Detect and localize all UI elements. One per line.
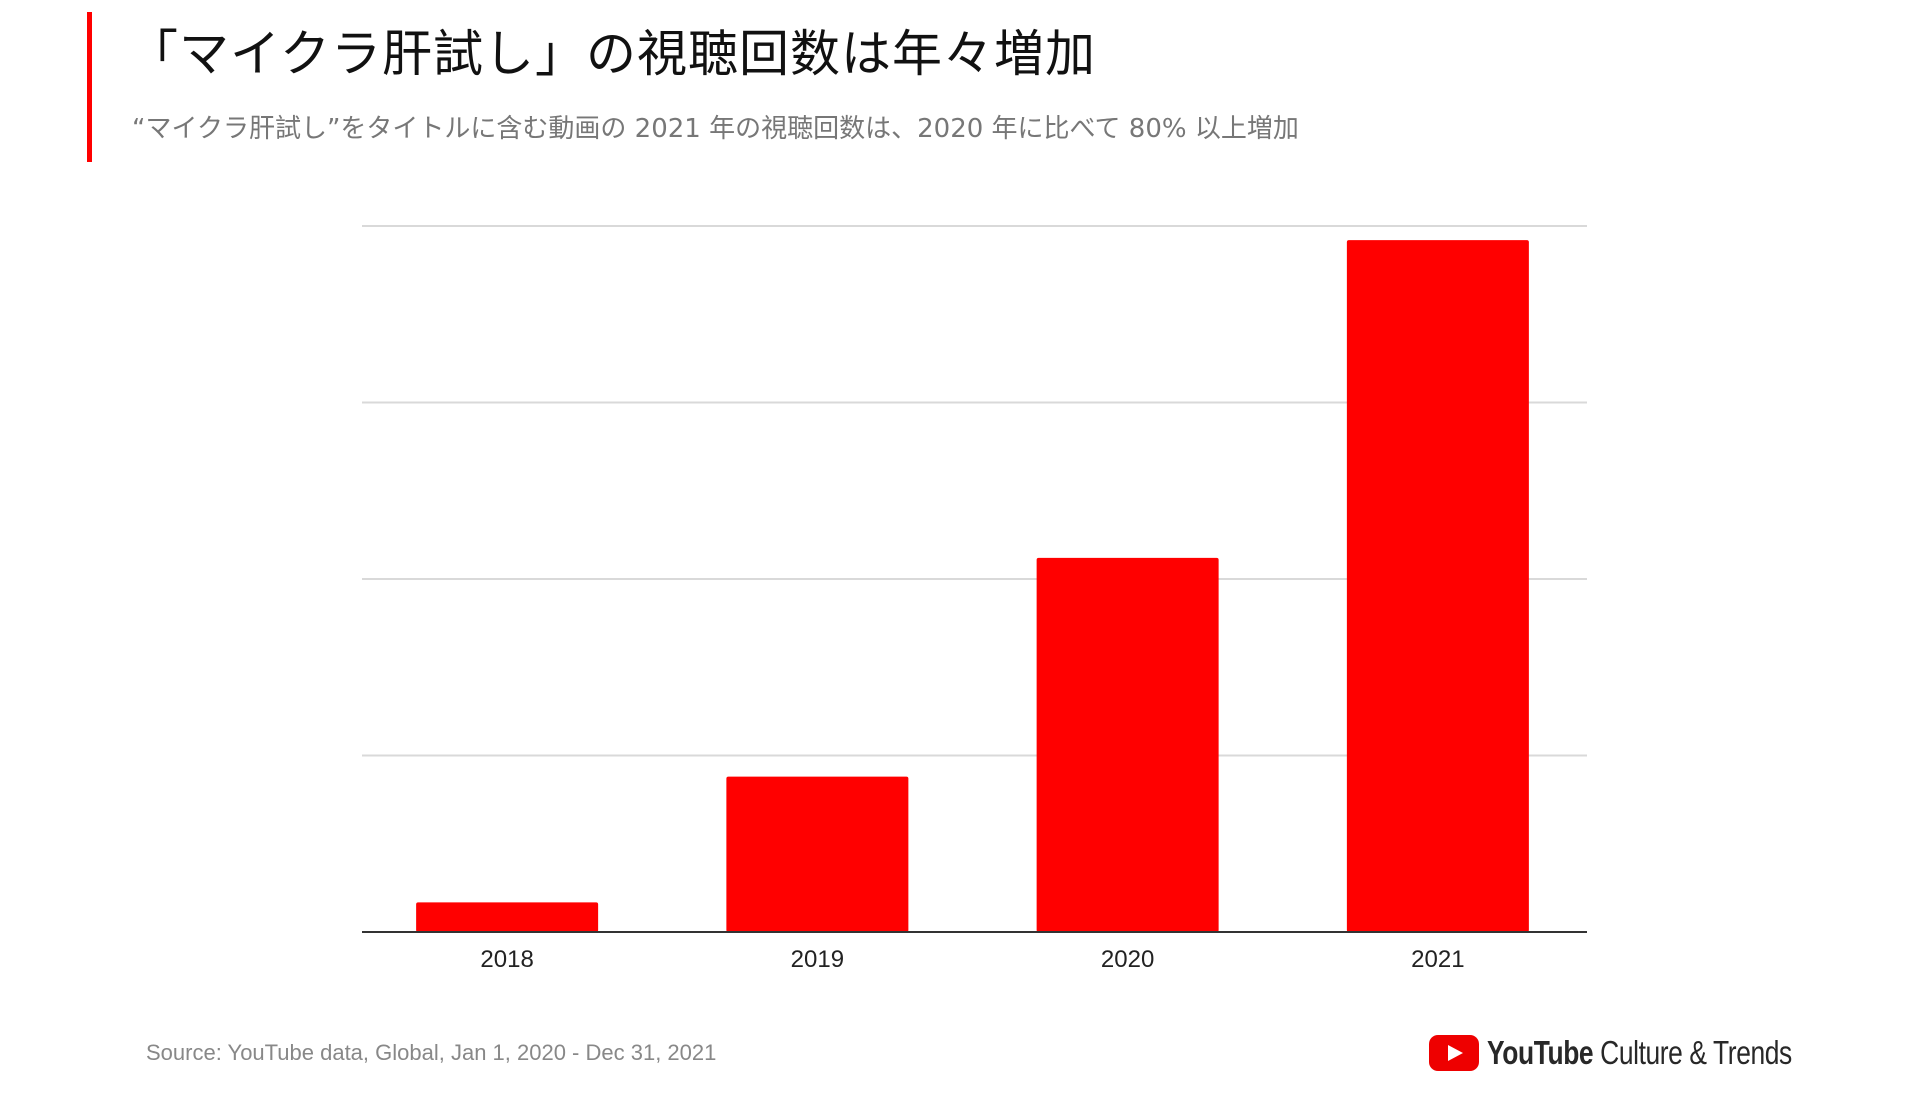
- x-tick-label: 2018: [480, 946, 533, 973]
- youtube-culture-trends-logo: YouTube Culture & Trends: [1429, 1034, 1868, 1072]
- page-title: 「マイクラ肝試し」の視聴回数は年々増加: [128, 25, 1096, 83]
- x-tick-label: 2020: [1101, 946, 1154, 973]
- bar-2019: [726, 776, 909, 932]
- bar-2021: [1346, 240, 1529, 932]
- logo-suffix: Culture & Trends: [1600, 1034, 1792, 1071]
- bar-2020: [1036, 557, 1219, 932]
- youtube-play-icon: [1429, 1035, 1479, 1071]
- page-subtitle: “マイクラ肝試し”をタイトルに含む動画の 2021 年の視聴回数は、2020 年…: [132, 114, 1299, 144]
- bar-2018: [416, 902, 599, 932]
- accent-bar: [87, 12, 92, 162]
- source-note: Source: YouTube data, Global, Jan 1, 202…: [146, 1040, 717, 1065]
- x-axis-labels: 2018 2019 2020 2021: [480, 946, 1464, 973]
- bars: [416, 240, 1529, 932]
- x-tick-label: 2019: [791, 946, 844, 973]
- x-tick-label: 2021: [1411, 946, 1464, 973]
- logo-brand: YouTube: [1487, 1034, 1594, 1071]
